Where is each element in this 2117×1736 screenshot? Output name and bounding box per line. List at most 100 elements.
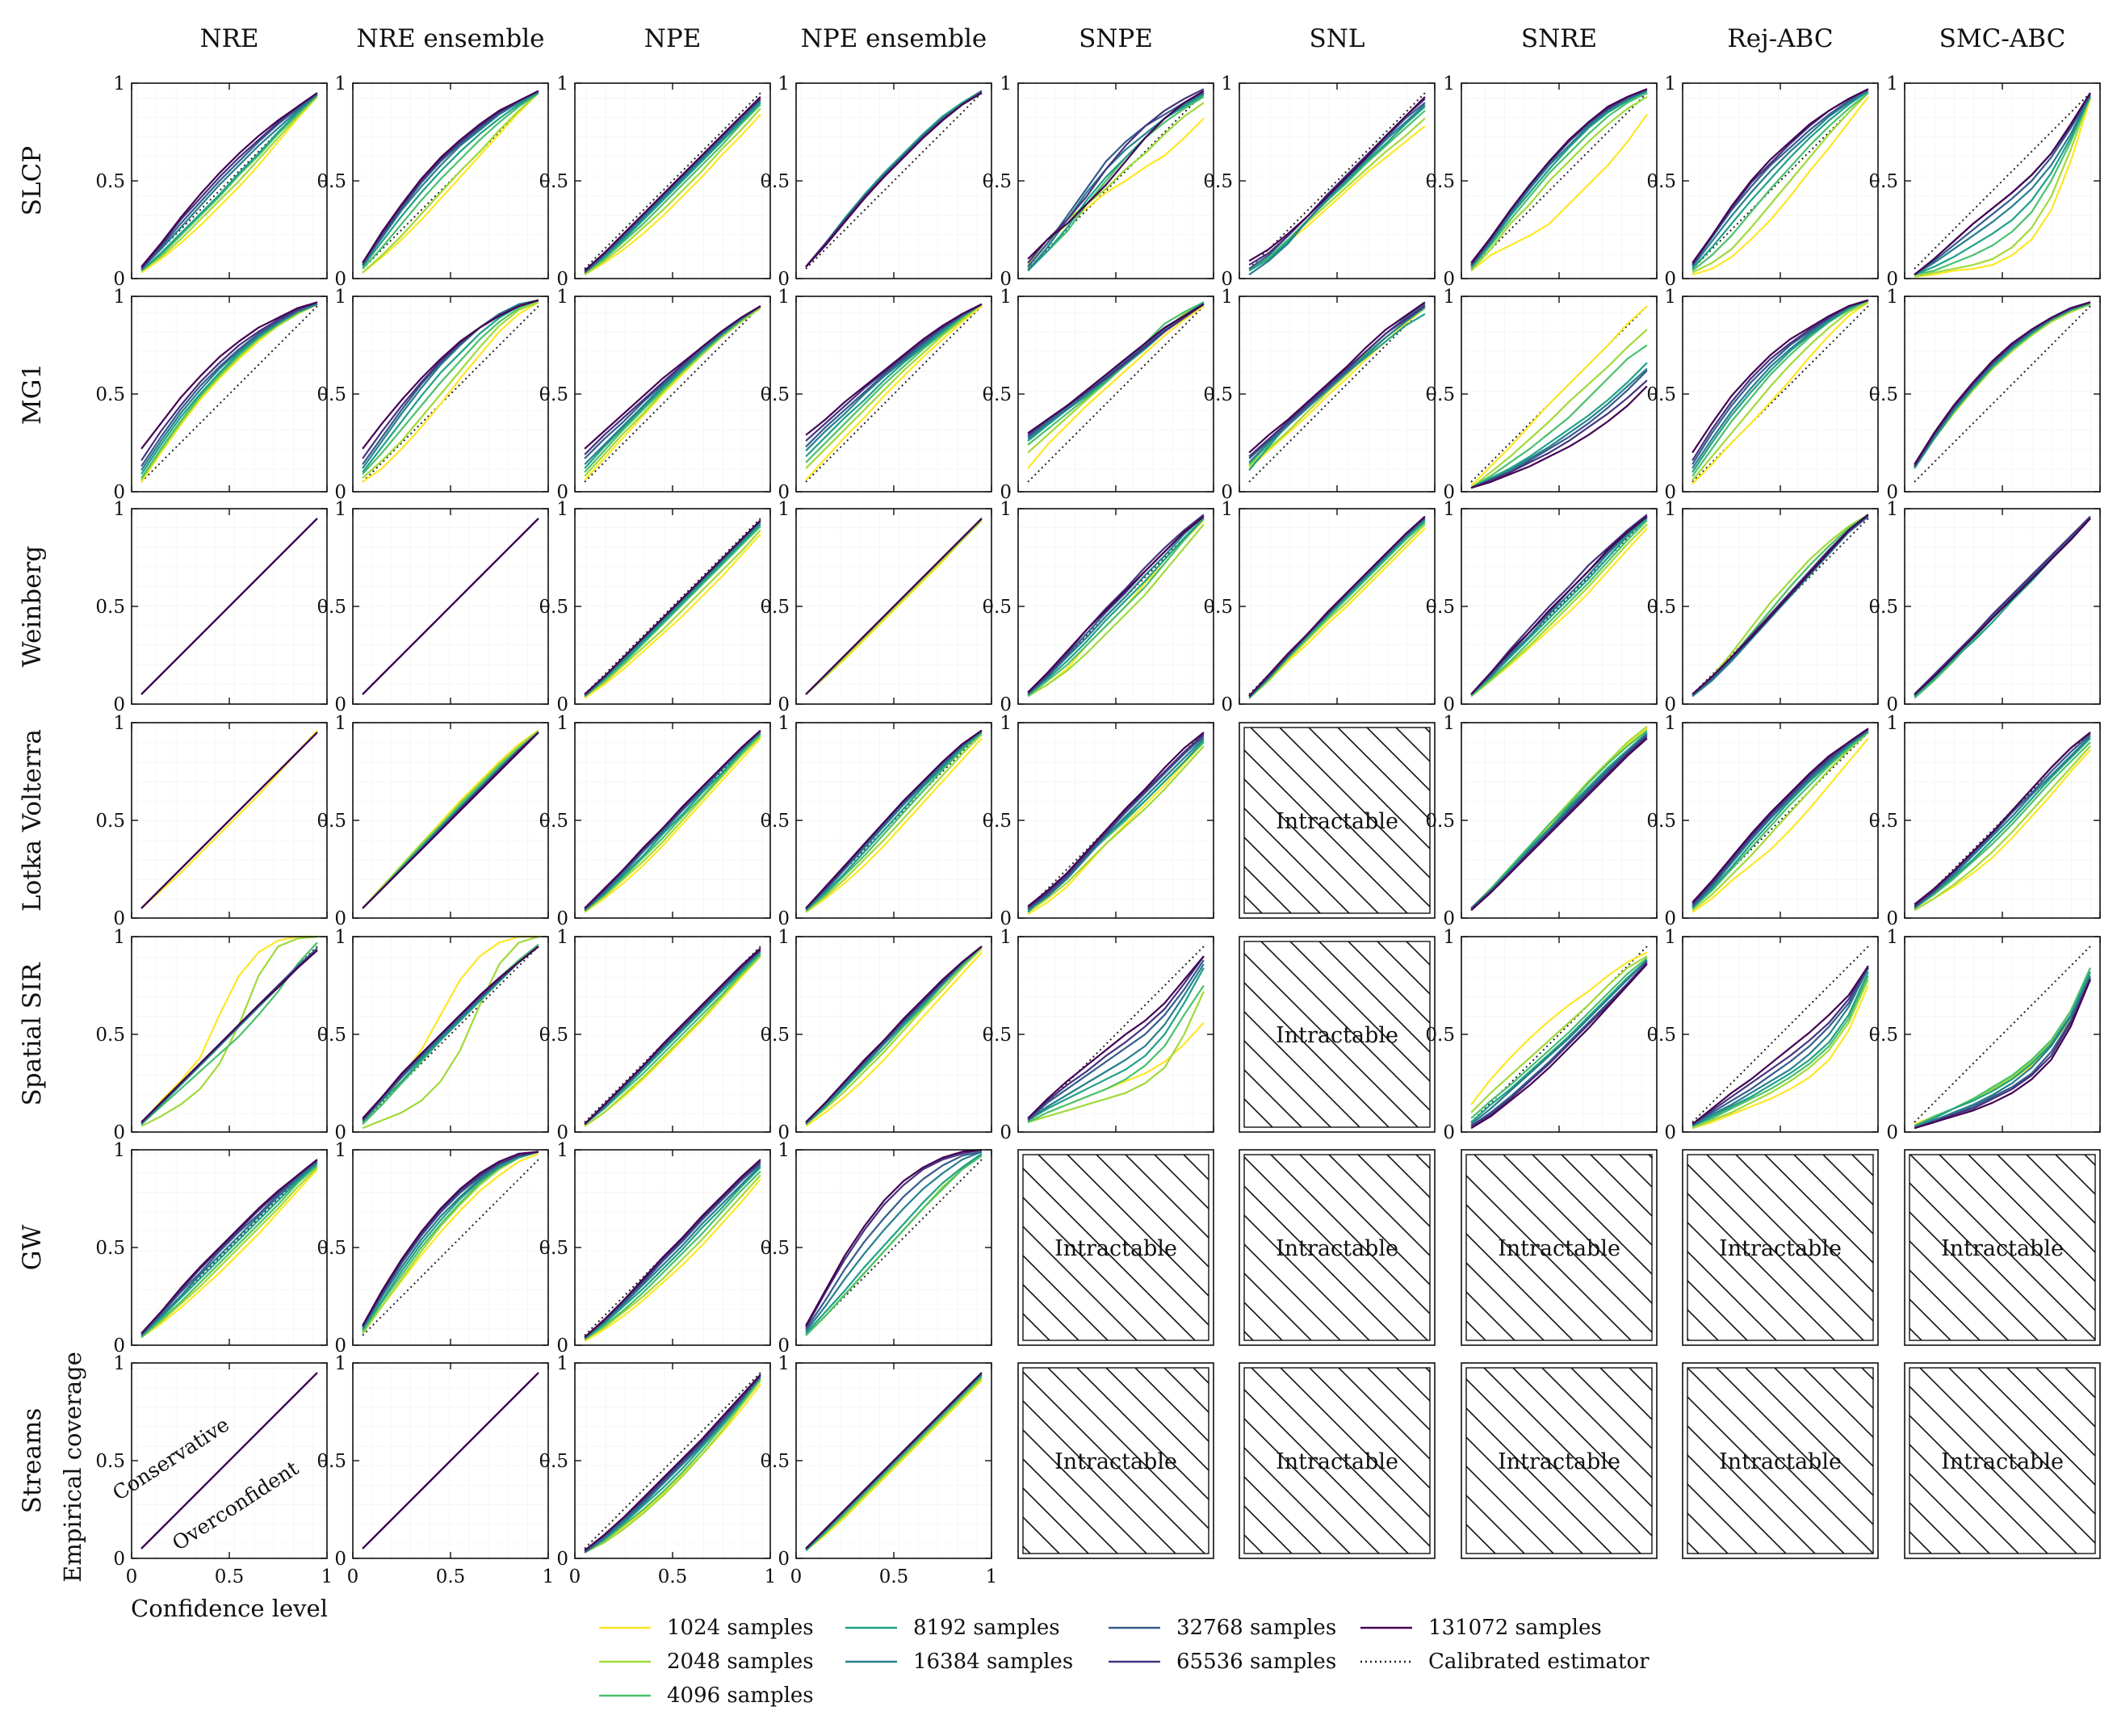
- panel-background: [1683, 296, 1878, 492]
- y-tick-label: 0: [1221, 482, 1233, 503]
- series-line: [1027, 733, 1205, 909]
- x-tick-label: 0.5: [658, 1566, 688, 1587]
- series-line: [1692, 90, 1869, 268]
- panel: 00.51: [1425, 287, 1658, 503]
- panel: 00.51: [1425, 713, 1658, 929]
- series-line: [1027, 737, 1205, 912]
- x-tick-label: 0: [347, 1566, 359, 1587]
- y-tick-label: 0: [1221, 269, 1233, 290]
- series-line: [584, 732, 761, 912]
- series-line: [584, 533, 761, 699]
- y-tick-label: 0.5: [1868, 384, 1898, 405]
- y-tick-label: 1: [778, 499, 790, 520]
- y-tick-label: 0: [1886, 1122, 1898, 1143]
- intractable-label: Intractable: [1276, 809, 1398, 834]
- series-line: [584, 1377, 761, 1554]
- panel: 00.51: [95, 713, 328, 929]
- row-titles: SLCP MG1 Weinberg Lotka Volterra Spatial SIR…: [18, 146, 47, 1514]
- series-line: [805, 92, 983, 268]
- series-line: [1692, 975, 1869, 1127]
- series-line: [1248, 103, 1426, 276]
- series-line: [1470, 951, 1648, 1105]
- series-line: [362, 90, 539, 266]
- panel: Intractable: [1239, 1149, 1436, 1346]
- y-tick-label: 0: [1443, 908, 1455, 929]
- series-line: [140, 303, 318, 481]
- series-line: [140, 92, 318, 268]
- series-line: [1027, 959, 1205, 1122]
- y-tick-label: 0: [778, 1549, 790, 1570]
- series-line: [140, 1167, 318, 1339]
- panel: 00.51: [1203, 499, 1436, 715]
- series-line: [805, 946, 983, 1126]
- panel: 00.51: [982, 287, 1214, 503]
- legend-label: Calibrated estimator: [1428, 1650, 1650, 1674]
- series-line: [805, 1152, 983, 1335]
- series-line: [1692, 90, 1869, 270]
- hatch-pattern: [1909, 1154, 2096, 1341]
- series-line: [584, 1159, 761, 1339]
- y-tick-label: 0: [334, 269, 346, 290]
- series-line: [805, 1372, 983, 1549]
- series-line: [362, 92, 539, 274]
- panel: 00.51: [982, 927, 1214, 1143]
- panel: Intractable: [1239, 722, 1436, 919]
- series-line: [1914, 971, 2091, 1127]
- y-tick-label: 0: [556, 1336, 568, 1357]
- series-line: [362, 92, 539, 274]
- series-line: [1692, 92, 1869, 272]
- y-tick-label: 1: [778, 287, 790, 308]
- series-line: [584, 1174, 761, 1340]
- column-title: NPE: [644, 24, 702, 53]
- y-tick-label: 0.5: [95, 1025, 125, 1046]
- y-tick-label: 0: [113, 482, 125, 503]
- y-tick-label: 0: [556, 482, 568, 503]
- y-tick-label: 1: [1886, 713, 1898, 734]
- panel: 00.51: [1203, 287, 1436, 503]
- panel-background: [575, 1363, 770, 1558]
- y-tick-label: 0.5: [1868, 597, 1898, 618]
- intractable-label: Intractable: [1276, 1236, 1398, 1261]
- series-line: [584, 947, 761, 1126]
- series-line: [1914, 967, 2091, 1127]
- hatch-pattern: [1909, 1367, 2096, 1554]
- y-tick-label: 0.5: [760, 384, 790, 405]
- panel-background: [575, 83, 770, 279]
- series-line: [805, 732, 983, 912]
- panel-background: [132, 296, 327, 492]
- series-line: [584, 305, 761, 450]
- panel-background: [1018, 296, 1214, 492]
- panel: 00.510 0.5 1: [317, 1353, 554, 1587]
- series-line: [1914, 96, 2091, 276]
- series-line: [584, 519, 761, 695]
- y-tick-label: 1: [1000, 287, 1012, 308]
- x-tick-label: 1: [321, 1566, 333, 1587]
- panel: 00.51: [760, 499, 992, 715]
- y-tick-label: 1: [1664, 287, 1676, 308]
- panel: Intractable: [1239, 936, 1436, 1133]
- panel-background: [1905, 296, 2100, 492]
- series-line: [1692, 965, 1869, 1126]
- panel: 00.510 0.5 1: [760, 1353, 997, 1587]
- legend-label: 2048 samples: [667, 1650, 814, 1674]
- y-tick-label: 1: [113, 1140, 125, 1161]
- series-line: [805, 1151, 983, 1332]
- series-line: [362, 92, 539, 268]
- series-line: [1692, 514, 1869, 695]
- y-tick-label: 0.5: [1203, 597, 1233, 618]
- y-tick-label: 0.5: [1646, 597, 1676, 618]
- series-line: [362, 299, 539, 469]
- y-tick-label: 0: [113, 1549, 125, 1570]
- y-tick-label: 1: [1886, 499, 1898, 520]
- y-tick-label: 0.5: [539, 597, 568, 618]
- panel-background: [796, 83, 991, 279]
- y-tick-label: 0.5: [760, 597, 790, 618]
- x-tick-label: 0: [126, 1566, 138, 1587]
- x-tick-label: 0.5: [436, 1566, 466, 1587]
- series-line: [1027, 515, 1205, 694]
- series-line: [1470, 344, 1648, 489]
- legend-entry: 32768 samples: [1109, 1616, 1336, 1640]
- series-line: [140, 1163, 318, 1336]
- series-line: [1027, 303, 1205, 434]
